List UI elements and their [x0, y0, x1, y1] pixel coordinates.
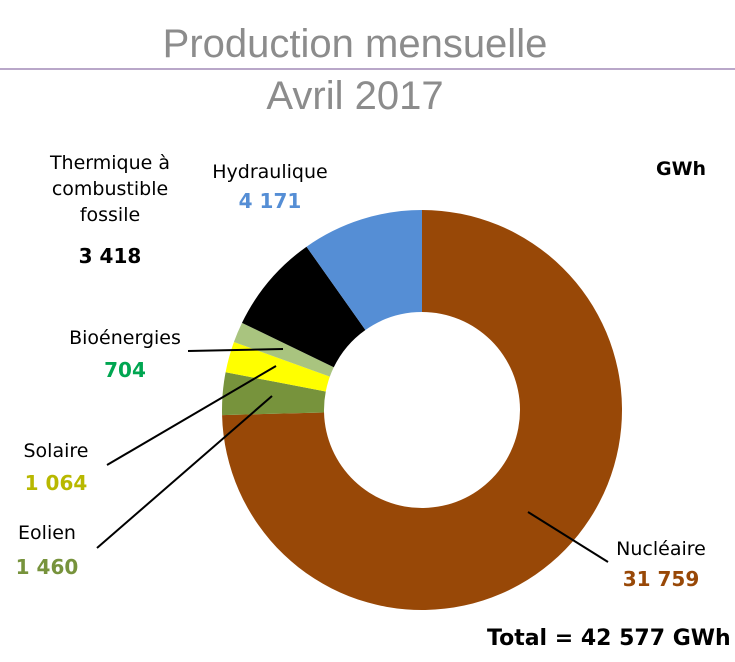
- title-divider: [0, 68, 735, 70]
- label-thermique: Thermique à combustible fossile: [30, 150, 190, 228]
- chart-title-line1: Production mensuelle: [162, 22, 548, 66]
- value-solaire: 1 064: [24, 471, 88, 495]
- value-bioenergies: 704: [104, 358, 146, 382]
- chart-title-line2: Avril 2017: [266, 74, 444, 118]
- value-eolien: 1 460: [15, 555, 79, 579]
- slice-solaire: [225, 341, 330, 392]
- label-hydraulique: Hydraulique: [212, 161, 328, 183]
- unit-label: GWh: [656, 158, 707, 180]
- value-thermique: 3 418: [78, 244, 142, 268]
- label-bioenergies: Bioénergies: [69, 327, 181, 349]
- slice-hydraulique: [306, 210, 422, 330]
- leader-solaire: [106, 365, 277, 466]
- leader-nucleaire: [527, 511, 609, 563]
- value-hydraulique: 4 171: [238, 189, 302, 213]
- label-thermique-line2: combustible: [51, 178, 169, 200]
- label-thermique-line1: Thermique à: [49, 152, 171, 174]
- value-nucleaire: 31 759: [622, 567, 700, 591]
- slice-nucl-aire: [222, 210, 622, 610]
- slice-thermique-combustible-fossile: [241, 246, 366, 368]
- leader-bioenergies: [187, 348, 284, 352]
- leader-eolien: [96, 395, 273, 549]
- total-label: Total = 42 577 GWh: [487, 626, 731, 651]
- label-eolien: Eolien: [18, 522, 76, 544]
- label-solaire: Solaire: [23, 440, 89, 462]
- slice-bio-nergies: [233, 322, 334, 377]
- label-nucleaire: Nucléaire: [616, 538, 706, 560]
- label-thermique-line3: fossile: [79, 204, 141, 226]
